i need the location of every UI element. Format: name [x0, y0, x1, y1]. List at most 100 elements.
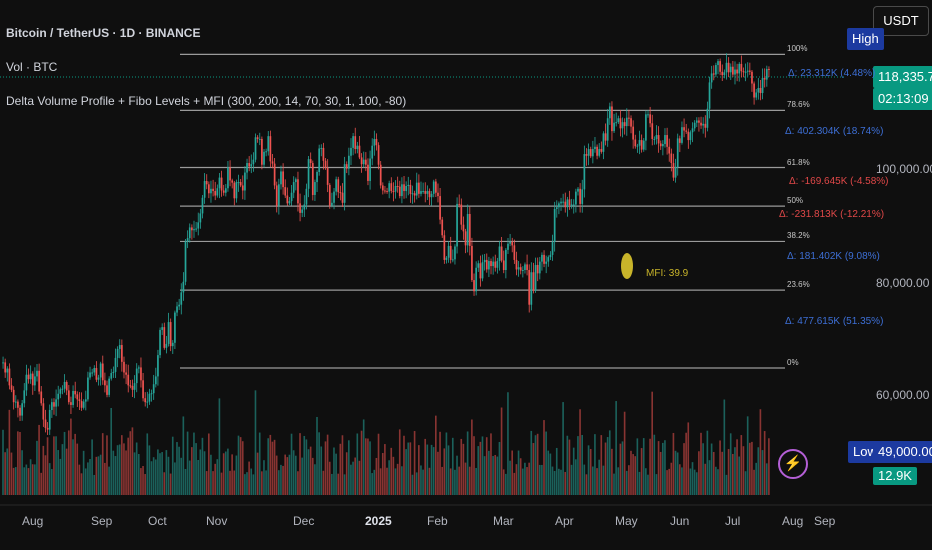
candle-body [31, 373, 34, 386]
volume-bar [150, 461, 153, 495]
volume-bar [354, 457, 356, 495]
candle-body [148, 393, 151, 402]
candle-body [746, 70, 749, 72]
symbol-title[interactable]: Bitcoin / TetherUS · 1D · BINANCE [6, 26, 201, 40]
candle-body [250, 164, 253, 167]
volume-bar [625, 470, 628, 495]
candle-body [67, 390, 70, 403]
volume-bar [59, 458, 62, 495]
candle-body [555, 207, 558, 209]
candle-body [231, 180, 234, 183]
candle-body [424, 191, 427, 194]
lightning-icon[interactable]: ⚡ [778, 449, 808, 479]
volume-bar [424, 438, 427, 495]
low-value-tag: 49,000.00 [873, 441, 932, 463]
candle-body [167, 322, 170, 344]
volume-legend[interactable]: Vol · BTC [6, 60, 58, 74]
volume-bar [297, 471, 299, 495]
volume-bar [275, 455, 278, 495]
candle-body [485, 259, 488, 270]
volume-bar [254, 390, 257, 495]
volume-bar [585, 474, 588, 495]
candle-body [17, 401, 19, 408]
candle-body [104, 380, 106, 386]
volume-bar [405, 449, 407, 495]
volume-bar [553, 470, 556, 495]
volume-bar [318, 432, 320, 495]
candle-body [649, 114, 651, 124]
volume-bar [640, 448, 643, 495]
volume-bar [401, 466, 403, 495]
time-axis-label: 2025 [365, 514, 392, 528]
candle-body [282, 171, 284, 188]
candle-body [415, 182, 418, 196]
volume-bar [341, 435, 344, 495]
candle-body [350, 147, 352, 156]
volume-bar [704, 463, 707, 495]
volume-bar [148, 445, 151, 495]
candle-body [142, 380, 144, 399]
candle-body [197, 222, 200, 229]
volume-bar [524, 462, 526, 495]
candle-body [144, 398, 147, 403]
candle-body [460, 204, 463, 225]
candle-body [553, 208, 556, 242]
volume-bar [182, 416, 185, 495]
candle-body [6, 368, 9, 373]
candle-body [691, 128, 694, 133]
volume-bar [29, 459, 32, 495]
volume-bar [477, 446, 480, 495]
delta-volume-label: Δ: 402.304K (18.74%) [785, 126, 884, 137]
volume-bar [511, 450, 513, 495]
candle-body [434, 181, 437, 193]
volume-bar [460, 438, 463, 495]
candle-body [490, 261, 492, 267]
volume-bar [350, 464, 352, 495]
indicator-legend[interactable]: Delta Volume Profile + Fibo Levels + MFI… [6, 94, 407, 108]
candle-body [131, 385, 134, 390]
candle-body [396, 186, 399, 187]
candle-body [441, 219, 444, 236]
candle-body [598, 149, 601, 156]
price-tick: 60,000.00 [876, 388, 930, 402]
candle-body [233, 182, 236, 199]
candle-body [343, 164, 346, 203]
candle-body [82, 401, 85, 408]
candle-body [184, 241, 187, 282]
candle-body [628, 117, 630, 119]
candle-body [290, 192, 293, 202]
candle-body [564, 201, 567, 208]
currency-button[interactable]: USDT [873, 6, 929, 36]
volume-bar [322, 470, 325, 495]
volume-bar [142, 465, 144, 495]
volume-bar [129, 431, 132, 495]
volume-bar [509, 460, 511, 495]
candle-body [596, 146, 598, 156]
candle-body [171, 342, 174, 347]
volume-bar [38, 424, 40, 495]
volume-bar [507, 392, 509, 495]
volume-bar [719, 440, 721, 495]
volume-bar [483, 456, 486, 495]
candle-body [345, 164, 348, 169]
volume-bar [388, 460, 390, 495]
volume-bar [685, 432, 687, 495]
candle-body [420, 191, 422, 194]
volume-bar [683, 443, 685, 495]
volume-bar [630, 450, 632, 495]
volume-bar [587, 445, 590, 495]
volume-bar [239, 437, 242, 495]
volume-bar [668, 468, 670, 495]
candle-body [502, 260, 505, 270]
volume-bar [698, 451, 700, 495]
volume-bar [394, 468, 397, 495]
volume-bar [104, 462, 106, 495]
candle-body [174, 312, 176, 343]
volume-bar [485, 437, 488, 495]
volume-bar [131, 427, 134, 495]
candle-body [543, 254, 545, 264]
volume-bar [591, 466, 594, 495]
volume-bar [549, 453, 552, 495]
candle-body [46, 427, 49, 430]
volume-bar [748, 442, 751, 495]
